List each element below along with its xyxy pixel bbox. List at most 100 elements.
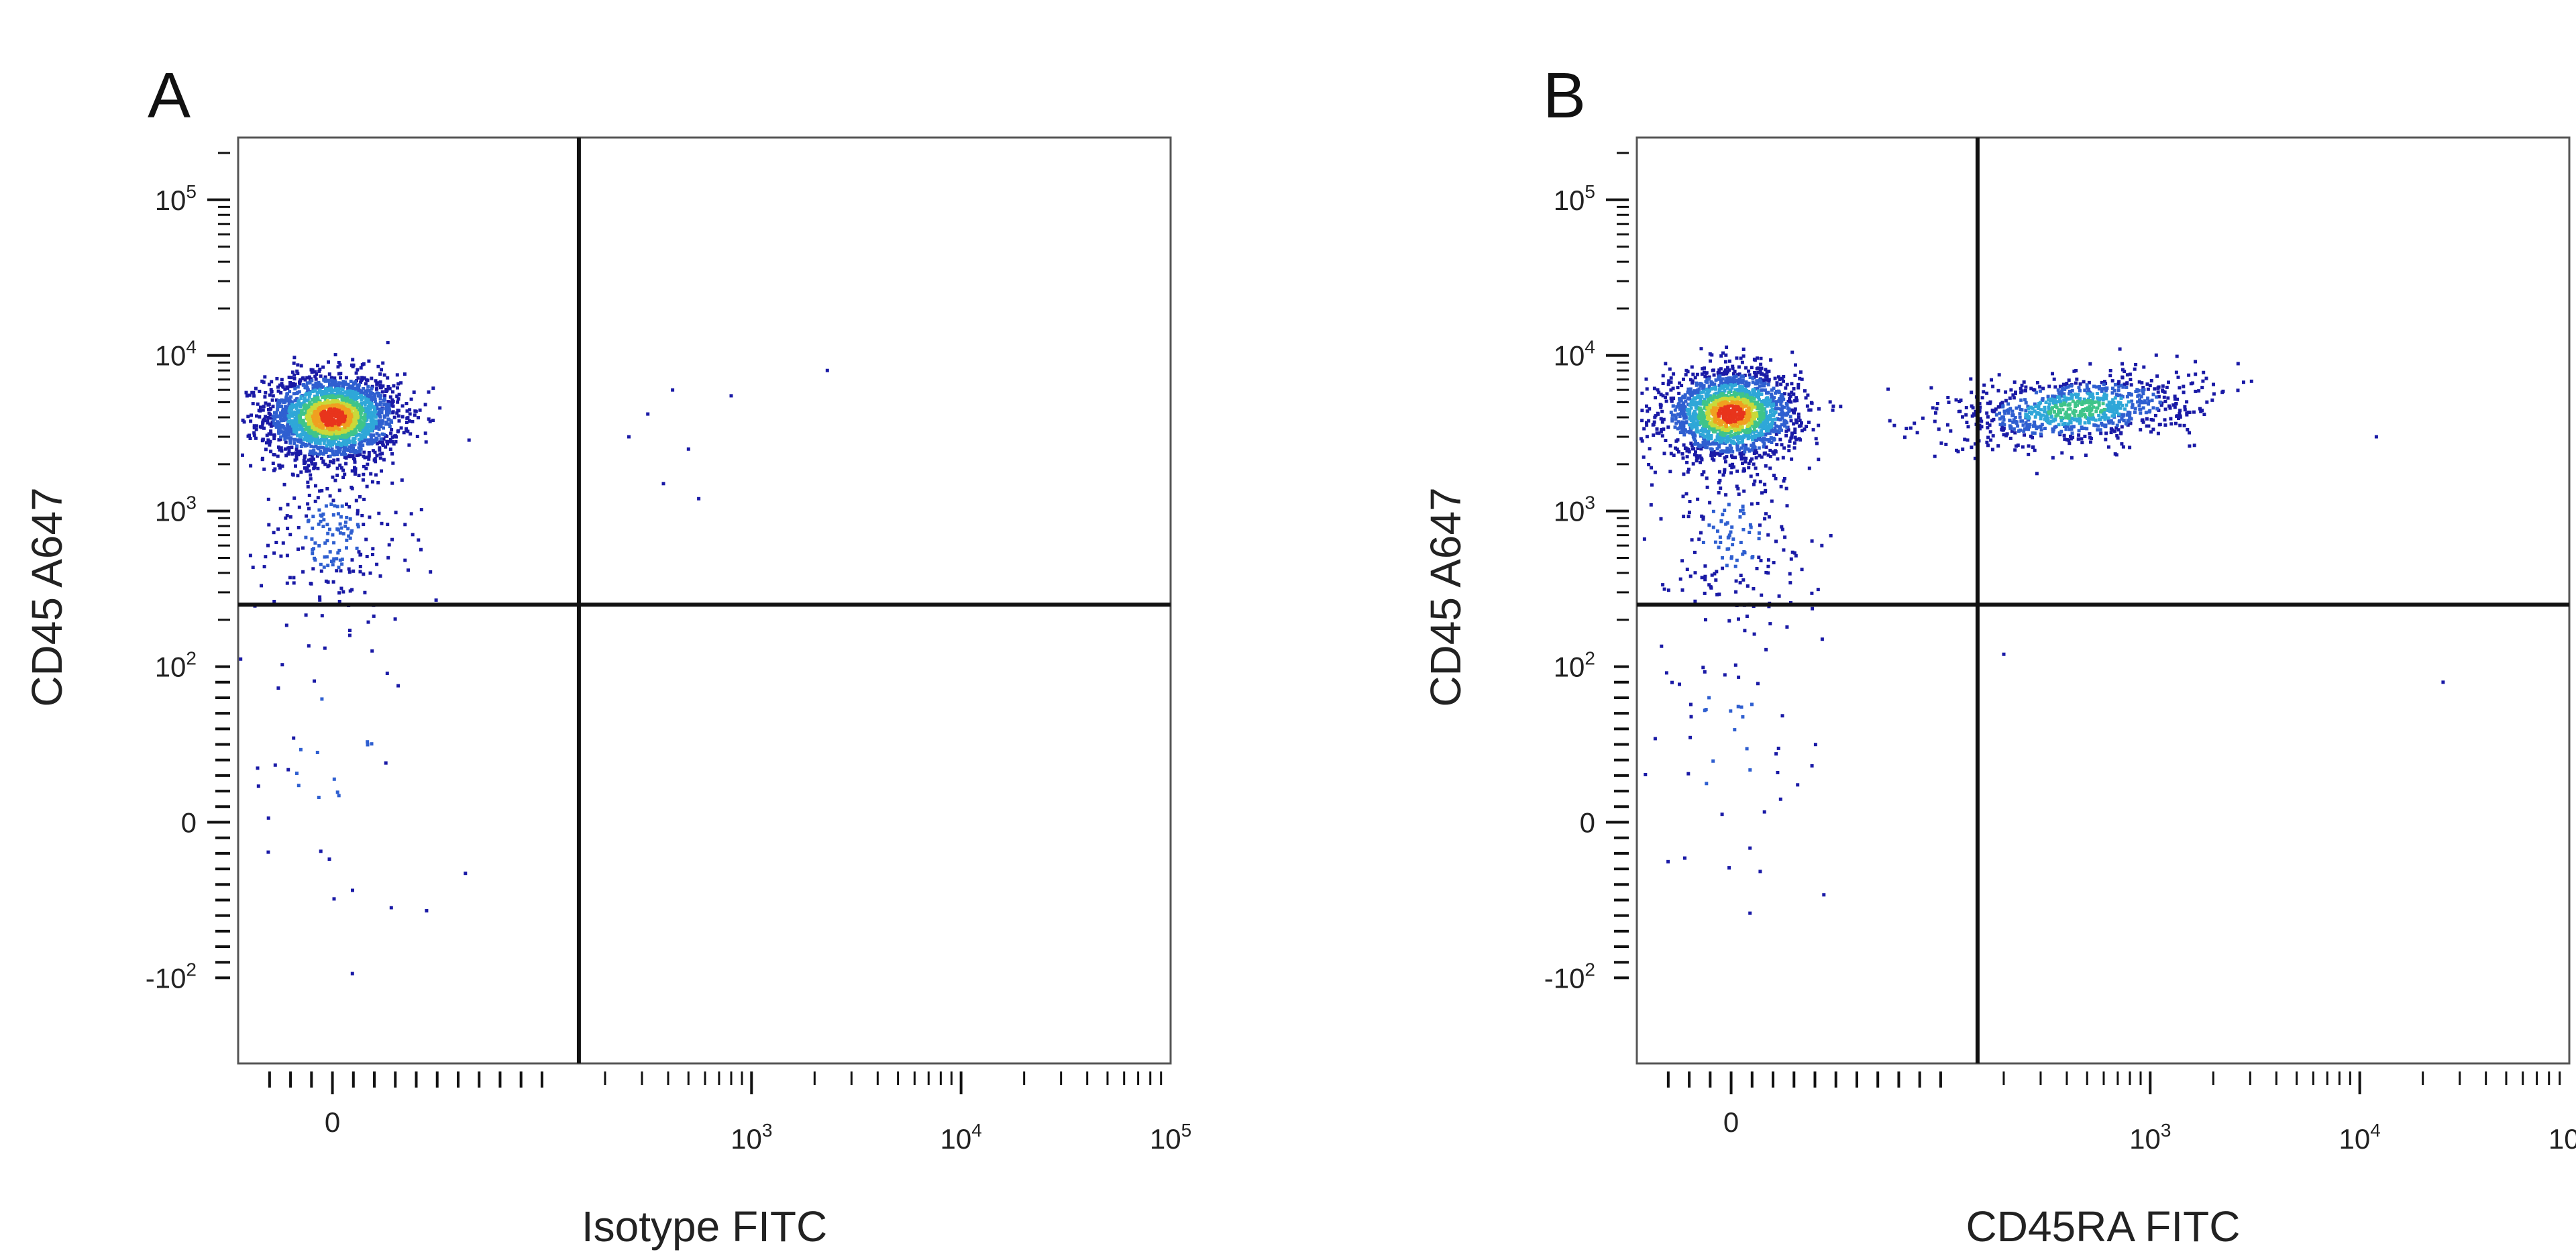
data-point (2098, 398, 2102, 402)
data-point (1803, 389, 1807, 393)
data-point (1650, 466, 1653, 470)
data-point (1790, 550, 1794, 554)
data-point (1811, 428, 1815, 432)
data-point (337, 419, 341, 423)
data-point (310, 462, 314, 466)
data-point (1780, 399, 1784, 403)
data-point (2012, 418, 2016, 422)
data-point (2063, 437, 2067, 441)
data-point (2163, 399, 2167, 403)
data-point (1688, 574, 1693, 578)
data-point (312, 452, 316, 456)
data-point (388, 386, 392, 390)
data-point (299, 397, 303, 400)
data-point (1739, 457, 1743, 461)
data-point (1674, 421, 1678, 425)
data-point (1689, 406, 1693, 410)
data-point (1978, 405, 1982, 409)
data-point (1662, 587, 1666, 591)
data-point (2173, 395, 2177, 399)
data-point (361, 408, 365, 412)
data-point (1717, 445, 1721, 449)
data-point (2066, 422, 2070, 426)
data-point (429, 570, 433, 574)
data-point (319, 562, 323, 566)
data-point (353, 458, 357, 462)
data-point (1649, 503, 1653, 507)
data-point (396, 386, 399, 390)
data-point (316, 466, 320, 470)
data-point (1682, 405, 1686, 409)
data-point (1772, 474, 1776, 477)
data-point (326, 447, 330, 451)
data-point (2133, 407, 2137, 411)
data-point (1743, 373, 1747, 377)
data-point (371, 547, 375, 551)
data-point (2027, 416, 2031, 420)
data-point (1739, 509, 1742, 513)
data-point (1709, 450, 1713, 454)
data-point (1662, 427, 1666, 431)
data-point (2061, 386, 2065, 390)
data-point (378, 397, 382, 401)
data-point (335, 408, 339, 412)
data-point (288, 381, 292, 384)
data-point (284, 410, 287, 414)
data-point (2005, 409, 2009, 413)
data-point (1774, 429, 1778, 433)
data-point (299, 470, 303, 474)
data-point (2008, 436, 2012, 440)
data-point (374, 473, 378, 477)
data-point (1731, 456, 1735, 459)
data-point (1752, 587, 1756, 590)
data-point (334, 450, 338, 453)
data-point (362, 430, 366, 434)
data-point (1758, 384, 1762, 388)
data-point (298, 450, 302, 454)
data-point (1764, 378, 1768, 382)
data-point (2141, 418, 2145, 422)
data-point (286, 427, 290, 431)
data-point (2147, 424, 2151, 428)
data-point (2182, 384, 2186, 388)
data-point (2123, 407, 2127, 411)
data-point (423, 403, 427, 407)
data-point (2100, 423, 2104, 427)
data-point (362, 523, 366, 527)
data-point (2112, 405, 2116, 409)
data-point (1769, 423, 1773, 427)
data-point (2125, 382, 2129, 386)
data-point (1669, 376, 1673, 380)
data-point (1790, 390, 1794, 395)
data-point (1939, 441, 1943, 445)
data-point (1742, 456, 1746, 460)
data-point (1810, 591, 1814, 595)
data-point (1669, 411, 1673, 414)
data-point (351, 433, 355, 437)
data-point (1780, 405, 1784, 409)
data-point (266, 816, 270, 820)
data-point (1764, 445, 1768, 449)
data-point (352, 569, 356, 573)
data-point (1739, 574, 1743, 577)
data-point (347, 445, 352, 449)
data-point (1676, 420, 1680, 424)
data-point (1769, 392, 1773, 397)
data-point (2104, 423, 2108, 427)
data-point (365, 484, 369, 488)
data-point (1758, 410, 1762, 414)
data-point (285, 554, 289, 558)
data-point (1768, 431, 1772, 435)
data-point (2050, 415, 2054, 419)
data-point (2090, 392, 2094, 396)
data-point (366, 415, 370, 419)
data-point (393, 617, 397, 621)
data-point (377, 511, 381, 515)
data-point (1670, 417, 1674, 421)
data-point (2157, 423, 2161, 427)
data-point (1707, 431, 1711, 435)
data-point (413, 409, 417, 413)
data-point (2212, 382, 2215, 386)
data-point (370, 395, 374, 399)
data-point (311, 423, 315, 427)
